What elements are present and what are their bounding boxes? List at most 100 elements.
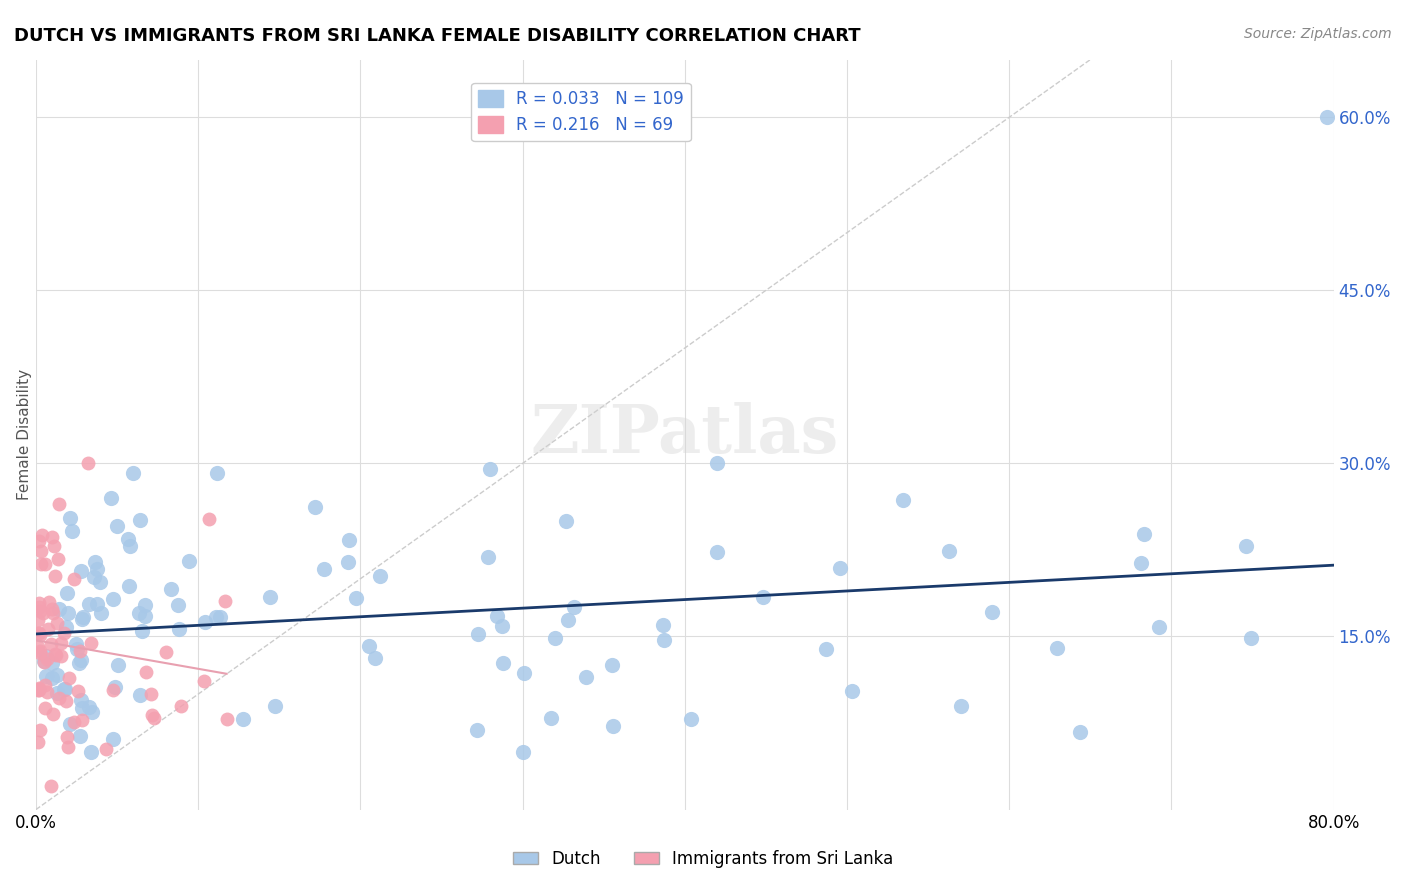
- Point: [41, 602, 63, 616]
- Point: [90, 606, 112, 620]
- Point: [96, 742, 118, 756]
- Point: [336, 555, 359, 569]
- Point: [70, 692, 93, 706]
- Point: [27, 640, 49, 655]
- Point: [63, 573, 86, 587]
- Point: [752, 590, 775, 604]
- Point: [56, 606, 79, 620]
- Point: [830, 561, 852, 575]
- Text: Source: ZipAtlas.com: Source: ZipAtlas.com: [1244, 27, 1392, 41]
- Point: [60, 524, 83, 538]
- Point: [652, 632, 675, 647]
- Point: [49, 648, 72, 663]
- Point: [155, 645, 177, 659]
- Point: [41, 530, 63, 544]
- Point: [53, 681, 76, 696]
- Point: [215, 712, 238, 726]
- Point: [465, 723, 488, 737]
- Point: [652, 618, 675, 632]
- Point: [31, 607, 53, 621]
- Point: [139, 688, 162, 702]
- Point: [1133, 527, 1156, 541]
- Point: [259, 590, 281, 604]
- Point: [70, 653, 93, 667]
- Point: [107, 658, 129, 673]
- Point: [141, 707, 163, 722]
- Point: [45, 616, 67, 631]
- Point: [32, 654, 55, 668]
- Point: [59, 511, 82, 525]
- Point: [101, 591, 124, 606]
- Point: [70, 612, 93, 626]
- Point: [1316, 110, 1339, 124]
- Point: [28, 681, 51, 696]
- Point: [841, 684, 863, 698]
- Point: [134, 609, 156, 624]
- Point: [35, 648, 58, 663]
- Point: [76, 457, 98, 471]
- Point: [48, 497, 70, 511]
- Point: [160, 582, 183, 597]
- Point: [41, 671, 63, 685]
- Point: [45, 668, 67, 682]
- Point: [44, 647, 66, 661]
- Point: [513, 665, 536, 680]
- Point: [1240, 631, 1263, 645]
- Point: [264, 698, 287, 713]
- Point: [486, 608, 509, 623]
- Point: [48, 690, 70, 705]
- Point: [706, 457, 728, 471]
- Point: [35, 685, 58, 699]
- Point: [118, 539, 141, 553]
- Point: [27, 613, 49, 627]
- Point: [46, 686, 69, 700]
- Point: [209, 610, 232, 624]
- Point: [135, 665, 157, 680]
- Point: [46, 552, 69, 566]
- Y-axis label: Female Disability: Female Disability: [17, 369, 32, 500]
- Point: [31, 528, 53, 542]
- Point: [35, 652, 58, 666]
- Point: [30, 557, 52, 571]
- Point: [27, 682, 49, 697]
- Point: [39, 780, 62, 794]
- Point: [80, 745, 103, 759]
- Point: [100, 491, 122, 505]
- Point: [56, 740, 79, 755]
- Point: [27, 735, 49, 749]
- Point: [67, 683, 90, 698]
- Point: [359, 639, 381, 653]
- Point: [72, 610, 94, 624]
- Point: [28, 646, 51, 660]
- Point: [48, 601, 70, 615]
- Point: [77, 700, 100, 714]
- Point: [167, 598, 190, 612]
- Point: [56, 730, 79, 744]
- Point: [79, 597, 101, 611]
- Point: [891, 493, 914, 508]
- Point: [131, 624, 153, 639]
- Point: [34, 678, 56, 692]
- Point: [681, 712, 703, 726]
- Point: [69, 643, 91, 657]
- Point: [304, 500, 326, 514]
- Point: [69, 729, 91, 743]
- Point: [34, 558, 56, 572]
- Point: [38, 595, 60, 609]
- Point: [69, 564, 91, 578]
- Point: [364, 651, 387, 665]
- Point: [938, 543, 960, 558]
- Point: [101, 732, 124, 747]
- Point: [1046, 641, 1069, 656]
- Point: [83, 569, 105, 583]
- Point: [981, 606, 1004, 620]
- Point: [492, 656, 515, 670]
- Point: [1130, 556, 1153, 570]
- Point: [544, 631, 567, 645]
- Point: [179, 554, 201, 568]
- Point: [491, 619, 513, 633]
- Point: [27, 626, 49, 640]
- Point: [89, 575, 111, 590]
- Point: [205, 610, 228, 624]
- Point: [368, 568, 391, 582]
